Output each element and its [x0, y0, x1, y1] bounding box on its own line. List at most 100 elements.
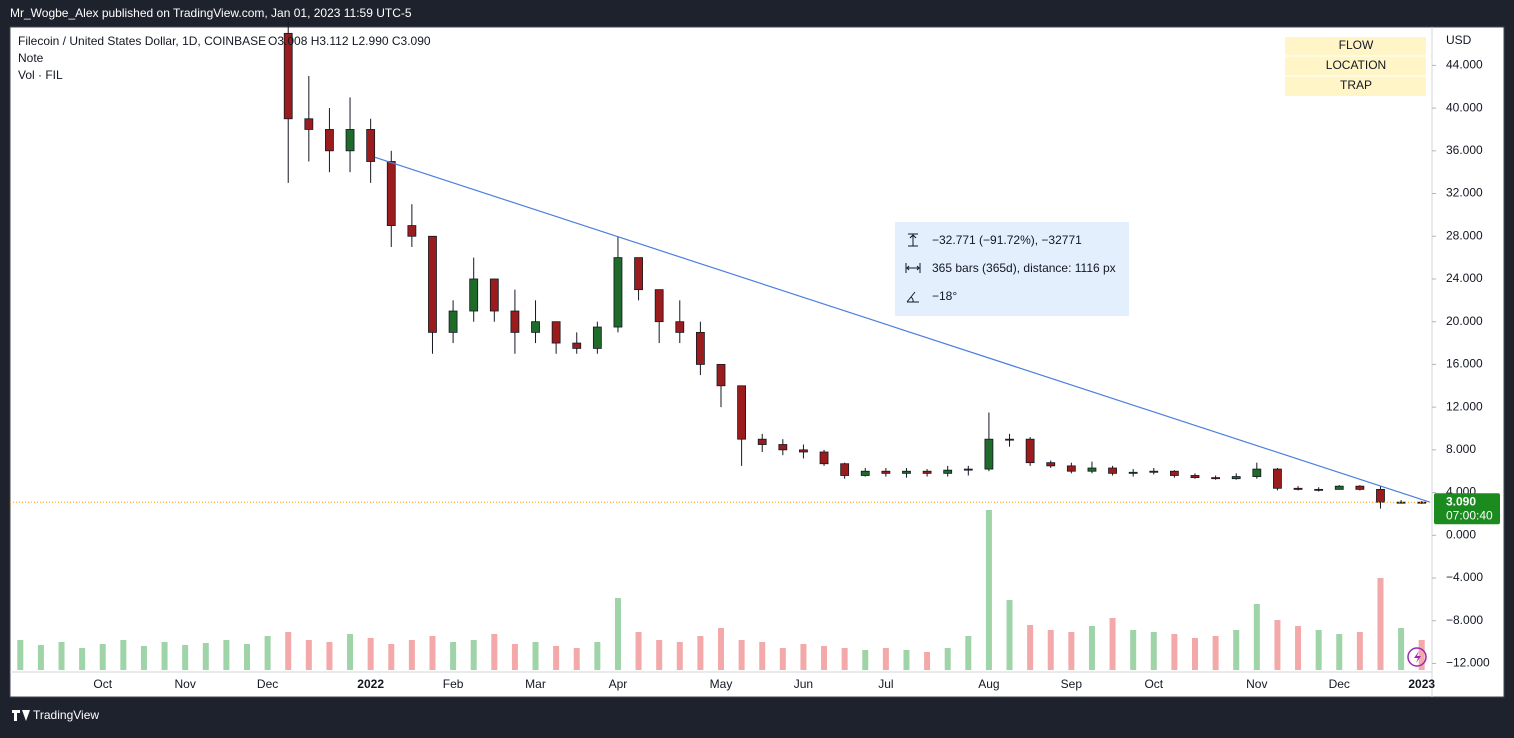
candle-body	[448, 310, 458, 333]
candle-body	[1355, 485, 1365, 490]
marks	[10, 22, 1432, 670]
y-tick-label: 40.000	[1446, 100, 1483, 114]
volume-bar	[676, 642, 683, 670]
volume-bar	[1192, 638, 1198, 670]
candle-body	[325, 129, 334, 152]
candle-body	[799, 449, 808, 453]
volume-bar	[120, 640, 127, 670]
x-tick-label: Nov	[175, 677, 196, 691]
volume-bar	[1356, 632, 1363, 670]
y-tick-label: 16.000	[1446, 357, 1483, 371]
y-tick-label: 8.000	[1446, 442, 1476, 456]
volume-bar	[1336, 634, 1343, 670]
y-tick-label: 32.000	[1446, 186, 1483, 200]
x-tick-label: 2022	[357, 677, 384, 691]
x-tick-label: Aug	[978, 677, 999, 691]
candle-body	[428, 235, 437, 333]
y-tick-label: 12.000	[1446, 399, 1483, 413]
volume-bar	[594, 642, 601, 670]
candle-body	[943, 469, 953, 474]
volume-bar	[614, 598, 621, 670]
candle-body	[1273, 468, 1282, 489]
icon	[908, 233, 918, 247]
volume-bar	[924, 652, 931, 670]
y-tick-label: 36.000	[1446, 143, 1483, 157]
published-line: Mr_Wogbe_Alex published on TradingView.c…	[10, 6, 412, 20]
candle-body	[881, 470, 891, 474]
last-price-tag	[1434, 493, 1500, 525]
x-tick-label: Feb	[443, 677, 464, 691]
volume-bar	[388, 644, 395, 670]
y-tick-label: −4.000	[1446, 570, 1483, 584]
candle-body	[757, 438, 767, 445]
chart-area	[9, 26, 1505, 698]
candle-body	[613, 257, 623, 328]
candle-body	[778, 444, 788, 451]
candle-body	[510, 310, 520, 333]
volume-bar	[470, 640, 477, 670]
icon-circle[interactable]	[1407, 647, 1427, 667]
volume-bar	[903, 650, 910, 670]
y-tick-label: 28.000	[1446, 228, 1483, 242]
candle-body	[1005, 438, 1014, 441]
volume-bar	[511, 644, 518, 670]
candle-body	[922, 470, 932, 474]
x-tick-label: Oct	[1144, 677, 1163, 691]
candle-body	[592, 326, 602, 349]
last-price-label: 3.090	[1446, 494, 1476, 508]
x-tick-label: May	[710, 677, 733, 691]
icon-bolt[interactable]	[1414, 651, 1421, 663]
volume-bar	[1212, 636, 1219, 670]
volume-bar	[1171, 634, 1178, 670]
volume-bar	[965, 636, 972, 670]
volume-bar	[37, 645, 44, 670]
volume-bar	[1315, 630, 1322, 670]
volume-bar	[532, 642, 539, 670]
candle-body	[1211, 477, 1221, 480]
candle-body	[489, 278, 499, 312]
measure-text: 365 bars (365d), distance: 1116 px	[932, 261, 1116, 275]
box-label: TRAP	[1340, 78, 1372, 92]
candle-body	[819, 451, 829, 465]
candle-body	[675, 321, 685, 333]
volume-bar	[718, 628, 724, 670]
candle-body	[407, 225, 417, 237]
candle-body	[634, 257, 643, 291]
volume-bar	[161, 642, 168, 670]
ohlc-text: O3.008 H3.112 L2.990 C3.090	[268, 34, 431, 48]
x-tick-label: Dec	[257, 677, 278, 691]
volume-bar	[1295, 626, 1302, 670]
volume-bar	[182, 645, 189, 670]
volume-bar	[1047, 630, 1054, 670]
volume-bar	[79, 648, 86, 670]
candle-body	[963, 468, 973, 471]
candle-body	[1087, 467, 1097, 472]
candle-body	[304, 118, 314, 130]
volume-bar	[573, 648, 580, 670]
candle-body	[1293, 487, 1303, 490]
x-tick-label: Sep	[1061, 677, 1083, 691]
labels-box: FLOW LOCATION TRAP	[1285, 37, 1426, 96]
volume-bar	[202, 643, 209, 670]
candle-body	[386, 161, 396, 226]
icon	[905, 263, 921, 273]
candle-body	[737, 385, 747, 440]
flash-icon[interactable]	[1407, 647, 1427, 667]
candle-body	[695, 331, 705, 365]
volume-bar	[738, 640, 745, 670]
volume-bar	[800, 644, 807, 670]
volume-bar	[367, 638, 374, 670]
volume-bar	[1109, 618, 1116, 670]
volume-bar	[759, 642, 766, 670]
candle-body	[345, 129, 355, 152]
volume-bar	[450, 642, 457, 670]
x-tick-label: Dec	[1329, 677, 1350, 691]
candle-body	[469, 278, 479, 312]
volume-bar	[635, 632, 642, 670]
volume-bar	[347, 634, 354, 670]
candle-body	[1149, 470, 1159, 473]
candle-body	[1128, 471, 1138, 474]
x-tick-label: Jun	[794, 677, 813, 691]
icon	[906, 291, 919, 303]
